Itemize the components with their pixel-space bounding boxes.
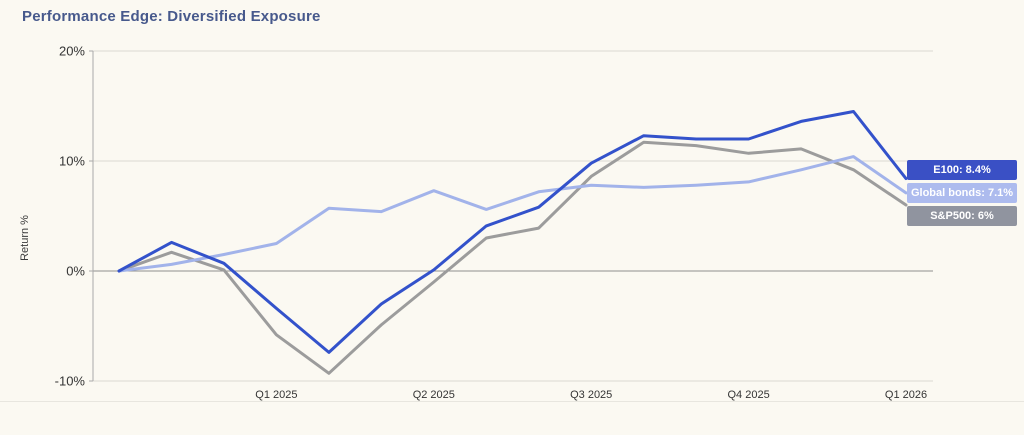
x-tick-label: Q1 2026 xyxy=(885,389,927,401)
y-tick-label: 20% xyxy=(59,44,85,59)
y-tick-label: -10% xyxy=(55,374,86,389)
bottom-divider xyxy=(0,401,1024,402)
y-axis-title: Return % xyxy=(19,215,31,261)
series-label-e100: E100: 8.4% xyxy=(907,160,1017,180)
series-line-global-bonds xyxy=(117,155,908,273)
series-label-sp500: S&P500: 6% xyxy=(907,206,1017,226)
x-tick-label: Q2 2025 xyxy=(413,389,455,401)
series-line-e100 xyxy=(117,110,908,354)
y-tick-label: 10% xyxy=(59,154,85,169)
x-tick-label: Q3 2025 xyxy=(570,389,612,401)
x-tick-label: Q1 2025 xyxy=(255,389,297,401)
series-label-global-bonds: Global bonds: 7.1% xyxy=(907,183,1017,203)
series-labels: E100: 8.4% Global bonds: 7.1% S&P500: 6% xyxy=(907,160,1017,229)
series-line-s-p500 xyxy=(117,140,908,375)
y-tick-label: 0% xyxy=(66,264,85,279)
chart-title: Performance Edge: Diversified Exposure xyxy=(22,8,321,25)
x-tick-label: Q4 2025 xyxy=(727,389,769,401)
